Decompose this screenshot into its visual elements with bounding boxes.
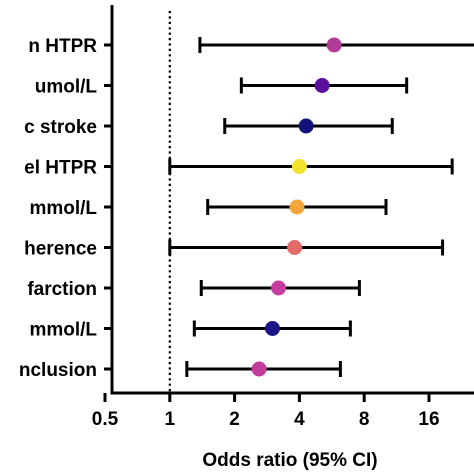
- odds-ratio-point: [298, 118, 314, 134]
- forest-row: farction: [27, 279, 361, 300]
- row-label: umol/L: [35, 77, 98, 98]
- forest-row: c stroke: [24, 117, 394, 138]
- forest-row: nclusion: [19, 360, 342, 381]
- row-label: mmol/L: [29, 320, 97, 341]
- row-label: c stroke: [24, 117, 97, 138]
- odds-ratio-point: [291, 159, 307, 174]
- row-label: herence: [24, 239, 97, 260]
- odds-ratio-point: [251, 361, 267, 377]
- forest-row: mmol/L: [29, 198, 388, 219]
- odds-ratio-point: [314, 78, 330, 93]
- x-tick-label: 2: [229, 409, 240, 430]
- x-tick-label: 0.5: [92, 409, 119, 430]
- row-label: el HTPR: [24, 158, 97, 179]
- x-axis-title: Odds ratio (95% CI): [202, 450, 377, 471]
- odds-ratio-point: [326, 37, 342, 53]
- forest-row: n HTPR: [28, 36, 474, 57]
- forest-row: mmol/L: [29, 320, 352, 341]
- forest-row: herence: [24, 239, 445, 260]
- odds-ratio-point: [265, 321, 281, 336]
- row-label: nclusion: [19, 360, 97, 381]
- x-tick-label: 16: [418, 409, 439, 430]
- forest-row: el HTPR: [24, 158, 454, 179]
- x-tick-label: 1: [165, 409, 176, 430]
- forest-row: umol/L: [35, 77, 409, 98]
- x-tick-label: 8: [359, 409, 370, 430]
- row-label: mmol/L: [29, 198, 97, 219]
- odds-ratio-point: [271, 280, 287, 296]
- row-label: farction: [27, 279, 97, 300]
- odds-ratio-point: [289, 199, 305, 215]
- odds-ratio-point: [287, 240, 303, 255]
- row-label: n HTPR: [28, 36, 97, 57]
- x-tick-label: 4: [294, 409, 305, 430]
